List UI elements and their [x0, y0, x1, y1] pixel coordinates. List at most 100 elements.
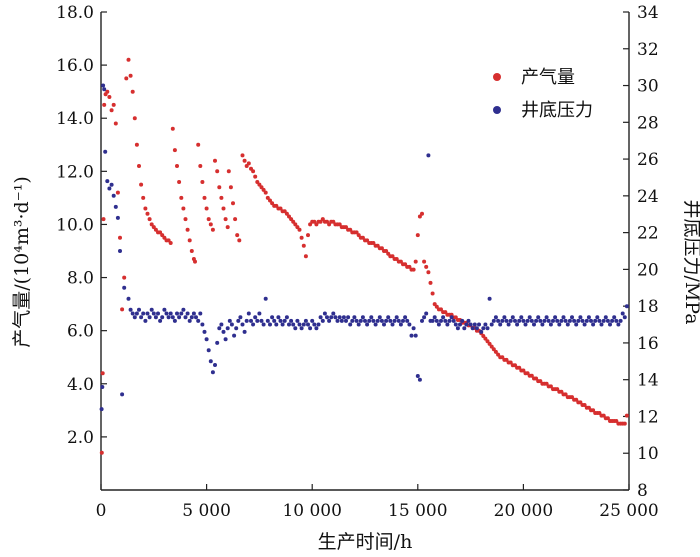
- bottomhole-pressure-point: [483, 322, 488, 327]
- right-y-tick-label: 18: [637, 297, 659, 317]
- bottomhole-pressure-point: [287, 322, 291, 327]
- bottomhole-pressure-point: [102, 87, 107, 92]
- gas-production-point: [151, 225, 156, 230]
- gas-production-point: [120, 307, 125, 312]
- bottomhole-pressure-point: [485, 326, 490, 331]
- bottomhole-pressure-point: [453, 322, 458, 327]
- gas-production-point: [141, 195, 146, 200]
- gas-production-point: [371, 241, 376, 245]
- bottomhole-pressure-point: [105, 179, 110, 184]
- gas-production-point: [407, 264, 412, 269]
- bottomhole-pressure-point: [447, 318, 452, 323]
- bottomhole-pressure-point: [371, 318, 376, 323]
- gas-production-point: [398, 259, 403, 264]
- bottomhole-pressure-point: [263, 296, 268, 301]
- gas-production-point: [624, 413, 629, 418]
- legend-marker-gas-production: [493, 73, 501, 81]
- bottomhole-pressure-point: [417, 377, 422, 382]
- gas-production-point: [215, 169, 220, 174]
- bottomhole-pressure-point: [504, 318, 509, 323]
- gas-production-point: [213, 158, 217, 163]
- x-tick-label: 5 000: [182, 501, 231, 521]
- left-y-tick-label: 10.0: [56, 215, 94, 235]
- bottomhole-pressure-point: [548, 322, 553, 327]
- gas-production-point: [299, 235, 304, 240]
- gas-production-point: [126, 57, 131, 62]
- gas-production-point: [101, 217, 106, 222]
- bottomhole-pressure-point: [540, 322, 545, 327]
- bottomhole-pressure-point: [610, 318, 615, 323]
- bottomhole-pressure-point: [293, 326, 298, 331]
- bottomhole-pressure-point: [249, 318, 253, 323]
- bottomhole-pressure-point: [232, 333, 237, 338]
- bottomhole-pressure-point: [426, 153, 431, 158]
- bottomhole-pressure-point: [551, 318, 555, 323]
- bottomhole-pressure-point: [521, 318, 526, 323]
- bottomhole-pressure-point: [578, 315, 583, 320]
- bottomhole-pressure-point: [179, 311, 184, 316]
- gas-production-point: [420, 211, 424, 216]
- bottomhole-pressure-point: [620, 311, 625, 316]
- gas-production-point: [208, 222, 213, 227]
- bottomhole-pressure-point: [350, 318, 355, 323]
- gas-production-point: [265, 195, 270, 200]
- bottomhole-pressure-point: [367, 318, 372, 323]
- bottomhole-pressure-point: [308, 326, 313, 331]
- gas-production-point: [563, 392, 568, 397]
- gas-production-point: [235, 233, 240, 238]
- gas-production-point: [605, 416, 610, 421]
- bottomhole-pressure-point: [384, 318, 389, 323]
- bottomhole-pressure-point: [253, 315, 258, 320]
- gas-production-point: [145, 211, 150, 216]
- bottomhole-pressure-point: [289, 318, 294, 323]
- x-tick-label: 0: [96, 501, 107, 521]
- bottomhole-pressure-point: [458, 322, 462, 327]
- bottomhole-pressure-point: [436, 322, 441, 327]
- gas-production-point: [559, 389, 564, 394]
- bottomhole-pressure-point: [244, 318, 249, 323]
- left-y-tick-label: 12.0: [56, 162, 94, 182]
- gas-production-point: [217, 185, 222, 190]
- left-y-tick-label: 8.0: [67, 269, 94, 289]
- bottomhole-pressure-point: [586, 315, 591, 320]
- bottomhole-pressure-point: [229, 322, 234, 327]
- bottomhole-pressure-point: [126, 296, 131, 301]
- bottomhole-pressure-point: [375, 318, 380, 323]
- bottomhole-pressure-point: [242, 329, 247, 334]
- gas-production-point: [130, 89, 135, 94]
- bottomhole-pressure-point: [386, 315, 391, 320]
- bottomhole-pressure-point: [468, 322, 473, 327]
- gas-production-point: [128, 73, 133, 78]
- bottomhole-pressure-point: [270, 315, 275, 320]
- bottomhole-pressure-point: [187, 318, 192, 323]
- left-y-tick-label: 18.0: [56, 3, 94, 23]
- bottomhole-pressure-point: [379, 318, 384, 323]
- bottomhole-pressure-point: [601, 318, 606, 323]
- gas-production-point: [422, 259, 427, 264]
- left-y-tick-label: 16.0: [56, 56, 94, 76]
- bottomhole-pressure-point: [441, 315, 446, 320]
- bottomhole-pressure-point: [189, 315, 194, 320]
- bottomhole-pressure-point: [217, 326, 222, 331]
- bottomhole-pressure-point: [139, 315, 144, 320]
- gas-production-point: [240, 153, 245, 158]
- bottomhole-pressure-point: [553, 315, 558, 320]
- gas-production-point: [149, 222, 154, 227]
- bottomhole-pressure-point: [335, 318, 340, 323]
- bottomhole-pressure-point: [506, 322, 511, 327]
- bottomhole-pressure-point: [122, 285, 127, 290]
- bottomhole-pressure-point: [608, 322, 612, 327]
- bottomhole-pressure-point: [162, 307, 167, 312]
- gas-production-point: [622, 421, 627, 426]
- gas-production-point: [268, 198, 272, 203]
- bottomhole-pressure-point: [542, 318, 547, 323]
- bottomhole-pressure-point: [529, 318, 534, 323]
- gas-production-point: [111, 102, 116, 107]
- bottomhole-pressure-point: [515, 322, 520, 327]
- left-y-tick-label: 14.0: [56, 109, 94, 129]
- right-y-tick-label: 8: [637, 481, 648, 501]
- gas-production-point: [137, 164, 141, 168]
- bottomhole-pressure-point: [496, 318, 501, 323]
- data-points: [99, 57, 629, 455]
